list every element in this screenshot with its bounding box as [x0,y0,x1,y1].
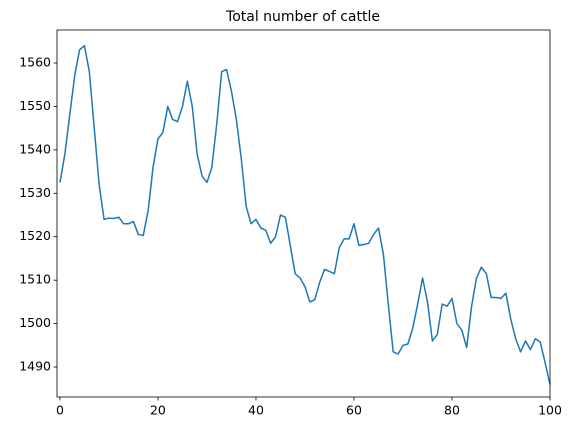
y-tick-label: 1560 [19,55,51,70]
plot-frame [56,29,551,398]
y-tick-label: 1540 [19,141,51,156]
x-tick-label: 60 [346,403,362,418]
x-tick-label: 80 [444,403,460,418]
x-tick-label: 40 [248,403,264,418]
y-tick-label: 1550 [19,98,51,113]
y-tick-label: 1530 [19,185,51,200]
y-tick-label: 1500 [19,315,51,330]
y-tick-label: 1520 [19,228,51,243]
x-tick-label: 100 [538,403,562,418]
y-tick-label: 1510 [19,272,51,287]
x-tick-label: 0 [56,403,64,418]
y-tick-label: 1490 [19,359,51,374]
x-tick-label: 20 [150,403,166,418]
data-line [59,44,551,385]
chart-title: Total number of cattle [225,9,380,25]
